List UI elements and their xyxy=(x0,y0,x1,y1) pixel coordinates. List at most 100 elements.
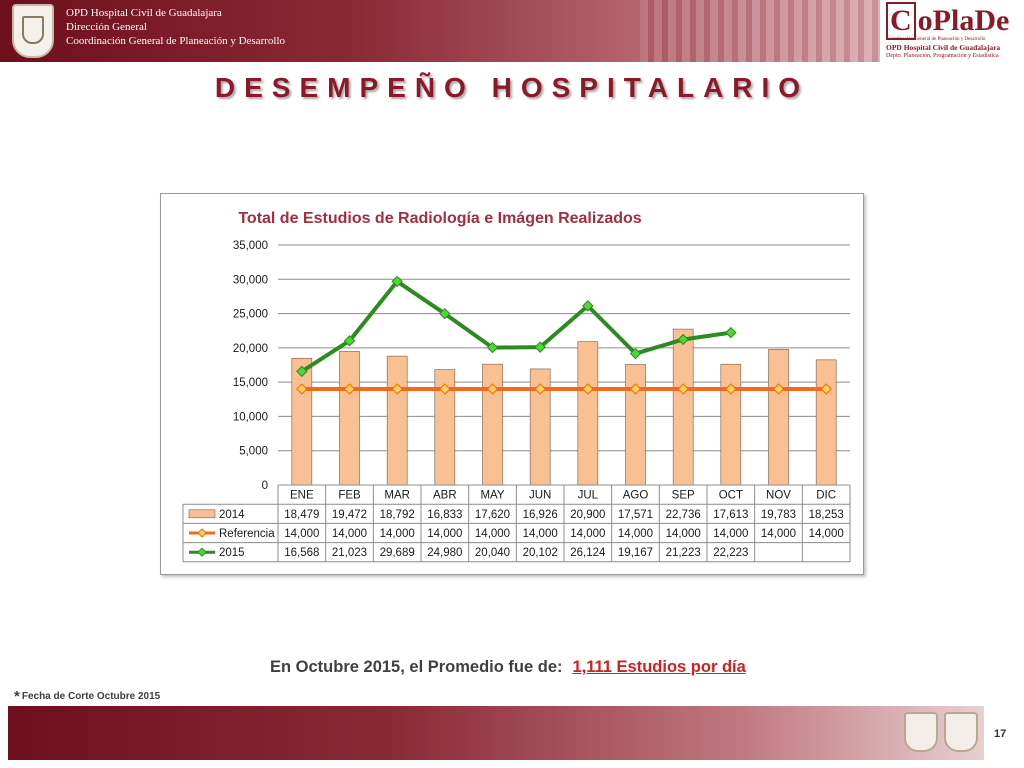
point-2015 xyxy=(486,341,499,354)
point-2015 xyxy=(391,275,403,288)
university-crest-icon xyxy=(12,4,54,58)
data-label: 17,571 xyxy=(618,509,653,521)
point-2015 xyxy=(439,308,451,320)
summary-value: 1,111 Estudios por día xyxy=(572,658,746,676)
header-line-direction: Dirección General xyxy=(66,21,147,33)
data-label: 18,253 xyxy=(809,509,844,521)
header-band xyxy=(0,0,1024,62)
data-label: 14,000 xyxy=(284,528,319,540)
data-label: 18,792 xyxy=(380,509,415,521)
bar-2014 xyxy=(768,349,789,486)
x-tick-label: DIC xyxy=(816,490,836,502)
legend-entry: Referencia xyxy=(219,528,275,540)
legend-entry: 2014 xyxy=(219,509,245,521)
data-label: 14,000 xyxy=(809,528,844,540)
data-label: 14,000 xyxy=(761,528,796,540)
data-label: 16,568 xyxy=(284,547,319,559)
data-label: 14,000 xyxy=(618,528,653,540)
point-2015 xyxy=(534,341,546,353)
university-seal-icon xyxy=(944,712,978,752)
footer-band xyxy=(8,706,984,760)
data-label: 14,000 xyxy=(666,528,701,540)
data-label: 20,900 xyxy=(570,509,605,521)
data-label: 17,613 xyxy=(713,509,748,521)
point-Referencia xyxy=(725,383,737,395)
point-Referencia xyxy=(772,383,785,395)
bar-2014 xyxy=(577,341,599,486)
legend-entry: 2015 xyxy=(219,547,245,559)
header-line-coordination: Coordinación General de Planeación y Des… xyxy=(66,35,286,47)
y-tick-label: 10,000 xyxy=(233,411,268,423)
hospital-building-image xyxy=(640,0,880,62)
y-tick-label: 5,000 xyxy=(239,446,268,458)
point-Referencia xyxy=(343,383,356,395)
y-tick-label: 20,000 xyxy=(233,343,268,355)
y-tick-label: 15,000 xyxy=(233,377,268,389)
data-label: 20,102 xyxy=(523,547,558,559)
data-label: 14,000 xyxy=(570,528,605,540)
monthly-average-summary: En Octubre 2015, el Promedio fue de: 1,11… xyxy=(270,658,746,677)
bar-2014 xyxy=(720,363,742,486)
data-label: 14,000 xyxy=(713,528,748,540)
point-Referencia xyxy=(820,383,832,395)
x-tick-label: AGO xyxy=(623,490,649,502)
coplade-subtitle-2: OPD Hospital Civil de Guadalajara xyxy=(886,43,1001,52)
summary-text: En Octubre 2015, el Promedio fue de: xyxy=(270,658,563,676)
data-label: 22,223 xyxy=(713,547,748,559)
point-Referencia xyxy=(439,383,451,395)
point-Referencia xyxy=(486,383,499,395)
data-label: 21,023 xyxy=(332,547,367,559)
y-tick-label: 0 xyxy=(262,480,268,492)
chart-title: Total de Estudios de Radiología e Imágen… xyxy=(238,210,641,227)
point-2015 xyxy=(343,335,356,347)
point-Referencia xyxy=(391,383,403,395)
x-tick-label: NOV xyxy=(766,490,791,502)
data-label: 26,124 xyxy=(570,547,606,559)
y-tick-label: 25,000 xyxy=(233,309,268,321)
point-Referencia xyxy=(582,383,594,395)
data-label: 18,479 xyxy=(284,509,319,521)
x-tick-label: JUN xyxy=(529,490,551,502)
point-Referencia xyxy=(534,383,546,395)
bar-2014 xyxy=(815,359,837,486)
legend-marker-Referencia xyxy=(197,528,207,538)
legend-key-2014 xyxy=(188,509,216,519)
data-label: 14,000 xyxy=(332,528,367,540)
header-line-institution: OPD Hospital Civil de Guadalajara xyxy=(66,7,222,19)
point-Referencia xyxy=(296,383,308,395)
bar-2014 xyxy=(482,363,503,486)
point-2015 xyxy=(677,333,689,346)
data-label: 14,000 xyxy=(523,528,558,540)
legend-marker-2015 xyxy=(197,547,207,557)
bar-2014 xyxy=(386,355,408,486)
data-label: 16,926 xyxy=(523,509,558,521)
chart-frame: Total de Estudios de Radiología e Imágen… xyxy=(160,193,864,575)
point-Referencia xyxy=(677,383,689,395)
bar-2014 xyxy=(291,357,313,486)
data-label: 19,783 xyxy=(761,509,796,521)
footnote-text: Fecha de Corte Octubre 2015 xyxy=(21,691,161,702)
y-tick-label: 30,000 xyxy=(233,274,268,286)
x-tick-label: ENE xyxy=(290,490,314,502)
footnote-star: * xyxy=(14,688,20,705)
x-tick-label: MAR xyxy=(384,490,410,502)
coplade-subtitle-3: Depto. Planeación, Programación y Estadí… xyxy=(886,53,999,59)
state-seal-icon xyxy=(904,712,938,752)
point-2015 xyxy=(629,347,642,360)
point-2015 xyxy=(296,365,308,378)
chart-svg: Total de Estudios de Radiología e Imágen… xyxy=(182,210,851,563)
series-line-2015 xyxy=(300,279,732,374)
x-tick-label: MAY xyxy=(480,490,504,502)
y-tick-label: 35,000 xyxy=(233,240,268,252)
point-2015 xyxy=(725,326,737,339)
header-text: OPD Hospital Civil de Guadalajara Direcc… xyxy=(66,6,285,48)
data-label: 14,000 xyxy=(380,528,415,540)
data-label: 19,167 xyxy=(618,547,653,559)
bar-2014 xyxy=(339,351,360,486)
x-tick-label: JUL xyxy=(578,490,599,502)
page-title: DESEMPEÑO HOSPITALARIO xyxy=(214,72,810,103)
data-label: 24,980 xyxy=(427,547,462,559)
data-label: 22,736 xyxy=(666,509,701,521)
